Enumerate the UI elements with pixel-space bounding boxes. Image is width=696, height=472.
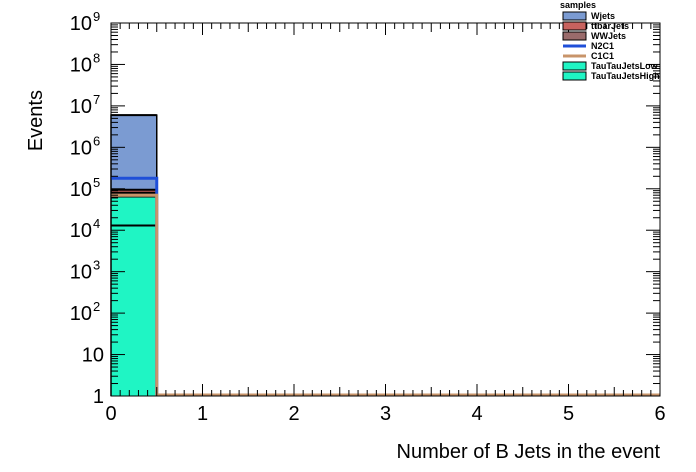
legend-label-tautaujetslow: TauTauJetsLow [591,61,659,71]
legend: samples WjetsttbarJetsWWJetsN2C1C1C1TauT… [560,0,660,81]
x-axis-title: Number of B Jets in the event [397,441,661,463]
legend-swatch-ttbarjets [562,21,587,31]
x-tick-label: 5 [563,403,574,425]
legend-title: samples [560,0,596,10]
y-tick-exponent: 8 [93,50,100,65]
y-tick-exponent: 5 [93,175,100,190]
y-tick-label: 10 [70,54,92,76]
y-tick-exponent: 7 [93,92,100,107]
y-tick-exponent: 6 [93,133,100,148]
legend-entry-wjets: Wjets [562,11,615,21]
x-tick-label: 2 [288,403,299,425]
y-tick-exponent: 4 [93,216,100,231]
y-axis-title: Events [25,90,47,151]
bar-tautaujetshigh [111,225,157,396]
y-tick-label: 10 [82,345,104,367]
x-tick-label: 6 [654,403,665,425]
y-tick-label: 10 [70,220,92,242]
y-tick-label: 10 [70,262,92,284]
line-c1c1 [111,193,660,397]
legend-label-n2c1: N2C1 [591,41,614,51]
x-tick-label: 4 [471,403,482,425]
legend-label-wjets: Wjets [591,11,615,21]
x-tick-label: 0 [105,403,116,425]
y-tick-label: 10 [70,137,92,159]
legend-entry-c1c1: C1C1 [563,51,614,61]
legend-swatch-wwjets [562,31,587,41]
legend-swatch-tautaujetshigh [562,71,587,81]
x-tick-label: 3 [380,403,391,425]
y-tick-exponent: 9 [93,9,100,24]
legend-label-ttbarjets: ttbarJets [591,21,629,31]
legend-label-c1c1: C1C1 [591,51,614,61]
x-tick-label: 1 [197,403,208,425]
legend-label-tautaujetshigh: TauTauJetsHigh [591,71,660,81]
legend-label-wwjets: WWJets [591,31,626,41]
x-axis-ticks: 0 1 2 3 4 5 6 [105,23,666,425]
legend-entry-wwjets: WWJets [562,31,626,41]
legend-swatch-tautaujetslow [562,61,587,71]
y-tick-exponent: 2 [93,299,100,314]
legend-entry-tautaujetshigh: TauTauJetsHigh [562,71,660,81]
y-tick-label: 10 [70,179,92,201]
y-tick-label: 10 [70,303,92,325]
y-tick-label: 1 [93,386,104,408]
y-tick-label: 10 [70,13,92,35]
legend-entry-tautaujetslow: TauTauJetsLow [562,61,659,71]
y-tick-label: 10 [70,96,92,118]
legend-swatch-wjets [562,11,587,21]
legend-entry-n2c1: N2C1 [563,41,614,51]
y-tick-exponent: 3 [93,258,100,273]
histogram-bars [110,114,660,397]
legend-entry-ttbarjets: ttbarJets [562,21,629,31]
